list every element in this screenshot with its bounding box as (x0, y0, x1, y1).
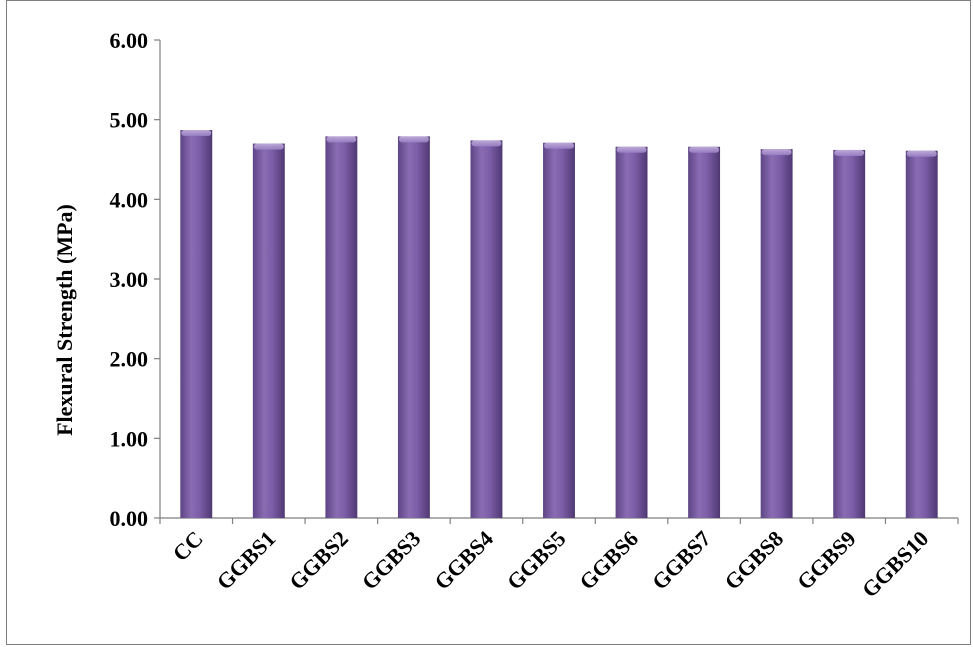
bar-body (252, 143, 285, 519)
bar (688, 146, 721, 518)
bar-body (905, 150, 938, 518)
bar (180, 130, 213, 519)
bar (905, 150, 938, 518)
bar-body (615, 146, 648, 518)
x-category-label: GGBS5 (502, 526, 571, 595)
bar-cap (471, 140, 502, 147)
x-category-label: GGBS9 (792, 526, 861, 595)
y-tick-label: 6.00 (110, 28, 149, 53)
bar-cap (761, 149, 792, 156)
bar (615, 146, 648, 518)
x-category-label: GGBS10 (857, 526, 933, 602)
bar (252, 143, 285, 519)
bar-cap (689, 146, 720, 153)
bar-body (470, 140, 503, 518)
bar-cap (181, 130, 212, 137)
bar (325, 136, 358, 518)
bar-body (543, 142, 575, 518)
bar-cap (253, 143, 284, 150)
bar-body (760, 149, 793, 519)
x-category-label: GGBS8 (719, 526, 788, 595)
y-tick-label: 4.00 (110, 187, 149, 212)
bar-cap (326, 136, 357, 143)
bar-cap (398, 136, 429, 143)
x-category-label: GGBS3 (357, 526, 426, 595)
bar-cap (616, 146, 647, 153)
x-category-label: CC (168, 526, 208, 566)
bar (470, 140, 503, 518)
y-axis-title: Flexural Strength (MPa) (52, 204, 77, 436)
bar (397, 136, 430, 518)
bar-body (397, 136, 430, 518)
x-category-label: GGBS4 (429, 526, 498, 595)
bar-cap (834, 149, 865, 156)
bar-body (688, 146, 721, 518)
bar-body (180, 130, 213, 519)
x-category-label: GGBS7 (647, 526, 716, 595)
y-tick-label: 0.00 (110, 506, 149, 531)
y-tick-label: 2.00 (110, 347, 149, 372)
bar-cap (544, 142, 574, 149)
y-tick-label: 3.00 (110, 267, 149, 292)
x-category-label: GGBS1 (212, 526, 281, 595)
bar (543, 142, 575, 518)
y-tick-label: 1.00 (110, 426, 149, 451)
bar-cap (906, 150, 937, 157)
bar (760, 149, 793, 519)
bar-body (833, 149, 866, 518)
y-tick-label: 5.00 (110, 108, 149, 133)
bar-body (325, 136, 358, 518)
x-category-label: GGBS6 (574, 526, 643, 595)
x-category-label: GGBS2 (284, 526, 353, 595)
bar (833, 149, 866, 518)
